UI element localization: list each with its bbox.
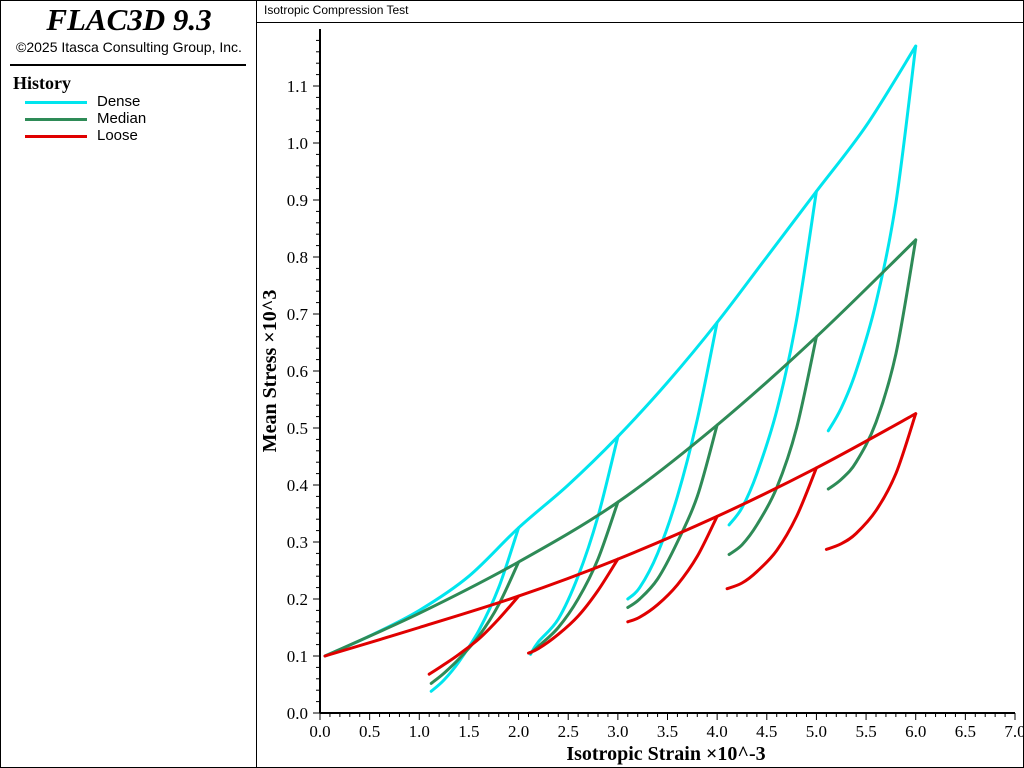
- y-tick-label: 0.3: [287, 533, 308, 552]
- series-line-median-unload-2: [529, 500, 620, 655]
- legend-title: History: [13, 73, 71, 93]
- y-tick-label: 0.9: [287, 191, 308, 210]
- series-line-median-loading: [323, 238, 918, 658]
- series-line-dense-unload-2: [529, 435, 620, 656]
- x-tick-label: 6.0: [905, 722, 926, 741]
- x-tick-label: 3.5: [657, 722, 678, 741]
- y-tick-label: 0.7: [287, 305, 309, 324]
- series-line-median-unload-3: [626, 423, 719, 609]
- x-tick-label: 4.0: [707, 722, 728, 741]
- y-tick-label: 0.8: [287, 248, 308, 267]
- y-tick-label: 0.5: [287, 419, 308, 438]
- y-tick-label: 0.4: [287, 476, 309, 495]
- legend-panel: FLAC3D 9.3 ©2025 Itasca Consulting Group…: [0, 0, 257, 768]
- series-line-dense-unload-4: [727, 189, 818, 527]
- legend-swatch-median: [25, 118, 87, 121]
- legend-label-median: Median: [97, 110, 147, 127]
- plot-title-divider: [257, 22, 1023, 23]
- x-tick-label: 0.5: [359, 722, 380, 741]
- y-tick-label: 1.0: [287, 134, 308, 153]
- series-line-dense-loading: [323, 44, 918, 658]
- legend-swatch-dense: [25, 101, 87, 104]
- series-line-loose-unload-5: [824, 412, 918, 551]
- plot-title: Isotropic Compression Test: [264, 3, 409, 17]
- x-axis-title: Isotropic Strain ×10^-3: [566, 743, 765, 765]
- series-layer: [323, 44, 918, 693]
- x-tick-label: 6.5: [955, 722, 976, 741]
- series-line-loose-unload-4: [725, 466, 818, 591]
- y-tick-label: 0.0: [287, 704, 308, 723]
- y-tick-label: 0.6: [287, 362, 308, 381]
- title-divider: [10, 64, 246, 66]
- legend-label-dense: Dense: [97, 93, 141, 110]
- series-median: [323, 238, 918, 685]
- app-title: FLAC3D 9.3: [46, 2, 212, 37]
- x-tick-label: 3.0: [607, 722, 628, 741]
- legend-label-loose: Loose: [97, 127, 138, 144]
- axes-layer: 0.0 0.5 1.0 1.5 2.0 2.5 3.0 3.5 4.0 4.5 5.0 5.5 6.0 6…: [287, 29, 1023, 741]
- series-line-loose-unload-1: [427, 594, 521, 676]
- x-tick-label: 7.0: [1004, 722, 1023, 741]
- x-tick-label: 2.5: [558, 722, 579, 741]
- series-line-median-unload-5: [826, 238, 918, 491]
- legend-item-median: Median: [23, 110, 243, 127]
- x-tick-label: 0.0: [309, 722, 330, 741]
- series-line-median-unload-4: [727, 335, 818, 556]
- plot-panel: Isotropic Compression Test 0.0 0.5 1.0 1.5 2…: [256, 0, 1024, 768]
- x-tick-label: 5.5: [855, 722, 876, 741]
- series-dense: [323, 44, 918, 693]
- legend-item-dense: Dense: [23, 93, 243, 110]
- y-tick-label: 0.1: [287, 647, 308, 666]
- y-tick-label: 1.1: [287, 77, 308, 96]
- series-line-dense-unload-5: [826, 44, 918, 433]
- y-axis-title: Mean Stress ×10^3: [259, 290, 281, 453]
- x-tick-label: 2.0: [508, 722, 529, 741]
- x-tick-label: 1.0: [409, 722, 430, 741]
- legend-swatch-loose: [25, 135, 87, 138]
- series-line-loose-loading: [323, 412, 918, 658]
- y-tick-label: 0.2: [287, 590, 308, 609]
- chart-area: 0.0 0.5 1.0 1.5 2.0 2.5 3.0 3.5 4.0 4.5 5.0 5.5 6.0 6…: [259, 29, 1023, 765]
- series-loose: [323, 412, 918, 676]
- series-line-loose-unload-3: [626, 514, 719, 624]
- legend-item-loose: Loose: [23, 127, 243, 144]
- series-line-loose-unload-2: [527, 557, 620, 655]
- copyright-text: ©2025 Itasca Consulting Group, Inc.: [16, 39, 242, 55]
- series-line-dense-unload-3: [626, 321, 719, 601]
- x-tick-label: 1.5: [458, 722, 479, 741]
- x-tick-label: 4.5: [756, 722, 777, 741]
- x-tick-label: 5.0: [806, 722, 827, 741]
